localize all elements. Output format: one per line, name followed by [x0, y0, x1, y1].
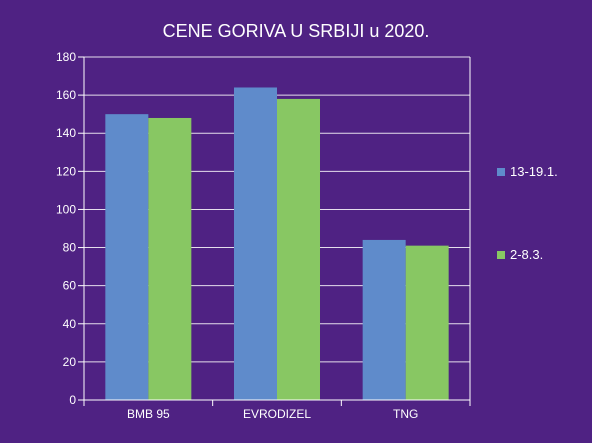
y-tick-label: 0: [69, 393, 76, 407]
y-tick-label: 160: [56, 88, 76, 102]
y-tick-label: 40: [63, 317, 77, 331]
bar-2-tng: [405, 245, 449, 400]
legend: 13-19.1. 2-8.3.: [497, 164, 558, 262]
axes: [78, 56, 471, 406]
y-tick-label: 20: [63, 355, 77, 369]
y-axis-tick-labels: 0 20 40 60 80 100 120 140 160 180: [56, 50, 76, 407]
bar-1-tng: [362, 239, 406, 400]
legend-label: 2-8.3.: [510, 247, 543, 262]
y-tick-label: 60: [63, 279, 77, 293]
legend-swatch: [497, 168, 505, 176]
bar-1-evrodizel: [234, 87, 277, 400]
bar-2-bmb-95: [148, 117, 192, 400]
bar-1-bmb-95: [105, 114, 149, 401]
chart-title: CENE GORIVA U SRBIJI u 2020.: [163, 21, 430, 41]
legend-swatch: [497, 251, 505, 259]
y-tick-label: 140: [56, 126, 76, 140]
x-category-label: EVRODIZEL: [243, 407, 311, 421]
y-tick-label: 120: [56, 164, 76, 178]
y-tick-label: 80: [63, 241, 77, 255]
y-tick-label: 100: [56, 202, 76, 216]
x-axis-category-labels: BMB 95 EVRODIZEL TNG: [127, 407, 418, 421]
y-tick-label: 180: [56, 50, 76, 64]
bars: [105, 87, 449, 401]
bar-2-evrodizel: [277, 98, 320, 400]
legend-label: 13-19.1.: [510, 164, 558, 179]
x-category-label: TNG: [393, 407, 418, 421]
x-category-label: BMB 95: [127, 407, 170, 421]
